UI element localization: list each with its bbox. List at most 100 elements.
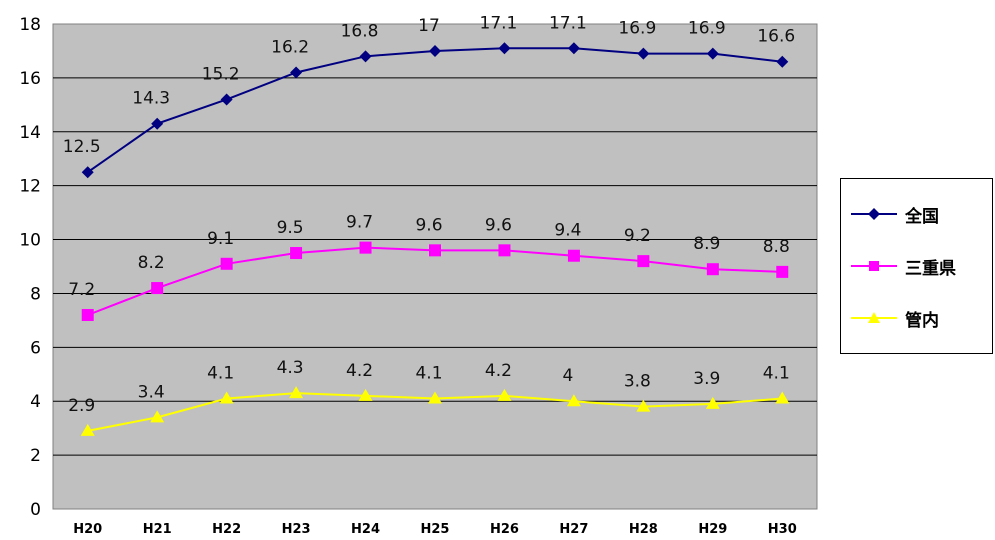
data-point bbox=[80, 423, 95, 436]
data-label: 4.1 bbox=[415, 364, 442, 384]
data-point bbox=[358, 388, 373, 401]
data-point bbox=[150, 410, 165, 423]
data-label: 16.8 bbox=[341, 21, 379, 41]
legend-label: 管内 bbox=[905, 310, 939, 331]
data-point bbox=[81, 166, 94, 179]
y-tick-label: 12 bbox=[19, 177, 41, 197]
x-tick-label: H24 bbox=[351, 522, 380, 537]
legend-item-mie: 三重県 bbox=[841, 251, 956, 281]
data-point bbox=[498, 42, 511, 55]
data-point bbox=[776, 265, 789, 278]
data-label: 3.8 bbox=[624, 372, 651, 392]
legend-item-kannai: 管内 bbox=[841, 303, 939, 333]
data-label: 12.5 bbox=[63, 137, 101, 157]
x-axis: H20 H21 H22 H23 H24 H25 H26 H27 H28 H29 H30 bbox=[73, 522, 797, 537]
data-label: 14.3 bbox=[132, 89, 170, 109]
data-point bbox=[290, 247, 303, 260]
data-label: 16.9 bbox=[688, 19, 726, 39]
x-tick-label: H30 bbox=[768, 522, 797, 537]
gridlines bbox=[53, 77, 817, 456]
square-marker-icon bbox=[851, 261, 897, 271]
triangle-marker-icon bbox=[851, 312, 897, 323]
data-point bbox=[706, 47, 719, 60]
data-label: 9.7 bbox=[346, 213, 373, 233]
x-tick-label: H22 bbox=[212, 522, 241, 537]
legend: 全国 三重県 管内 bbox=[840, 178, 993, 354]
data-label: 8.8 bbox=[763, 237, 790, 257]
data-label: 4.3 bbox=[277, 358, 304, 378]
data-point bbox=[706, 263, 719, 276]
data-label: 17.1 bbox=[549, 13, 587, 33]
data-label: 17 bbox=[418, 16, 440, 36]
data-label: 3.9 bbox=[693, 369, 720, 389]
data-point bbox=[637, 255, 650, 268]
data-label: 8.2 bbox=[138, 253, 165, 273]
x-tick-label: H26 bbox=[490, 522, 519, 537]
x-tick-label: H29 bbox=[698, 522, 727, 537]
y-tick-label: 14 bbox=[19, 123, 41, 143]
x-tick-label: H25 bbox=[421, 522, 450, 537]
data-label: 9.2 bbox=[624, 226, 651, 246]
data-point bbox=[289, 386, 304, 399]
data-point bbox=[776, 55, 789, 68]
data-label: 8.9 bbox=[693, 234, 720, 254]
legend-item-zenkoku: 全国 bbox=[841, 199, 939, 229]
y-tick-label: 6 bbox=[30, 338, 41, 358]
data-point bbox=[428, 391, 442, 404]
data-point bbox=[566, 394, 581, 407]
data-point bbox=[705, 396, 720, 409]
data-point bbox=[81, 309, 94, 321]
y-tick-label: 4 bbox=[30, 392, 41, 412]
data-point bbox=[775, 391, 790, 404]
data-point bbox=[290, 66, 303, 79]
data-label: 4.2 bbox=[346, 361, 373, 381]
data-label: 2.9 bbox=[68, 396, 95, 416]
data-point bbox=[429, 244, 441, 257]
data-label: 3.4 bbox=[138, 382, 165, 402]
series-group bbox=[80, 42, 790, 436]
data-point bbox=[497, 388, 512, 401]
y-tick-label: 18 bbox=[19, 15, 41, 35]
data-label: 9.4 bbox=[554, 221, 581, 241]
x-tick-label: H20 bbox=[73, 522, 102, 537]
data-label: 4.2 bbox=[485, 361, 512, 381]
data-point bbox=[567, 249, 580, 262]
data-label: 16.9 bbox=[618, 19, 656, 39]
x-tick-label: H23 bbox=[282, 522, 311, 537]
data-point bbox=[220, 257, 233, 270]
x-tick-label: H21 bbox=[143, 522, 172, 537]
data-labels: 12.5 14.3 15.2 16.2 16.8 17 17.1 17.1 16.9 16.9 16… bbox=[63, 13, 795, 416]
data-label: 15.2 bbox=[202, 64, 240, 84]
y-tick-label: 0 bbox=[30, 500, 41, 520]
data-label: 4.1 bbox=[207, 364, 234, 384]
x-tick-label: H28 bbox=[629, 522, 658, 537]
y-axis: 0 2 4 6 8 10 12 14 16 18 bbox=[19, 15, 41, 520]
data-label: 7.2 bbox=[68, 280, 95, 300]
x-tick-label: H27 bbox=[559, 522, 588, 537]
data-point bbox=[220, 93, 233, 106]
data-point bbox=[636, 399, 651, 412]
diamond-marker-icon bbox=[851, 208, 897, 220]
data-point bbox=[637, 47, 650, 60]
legend-label: 全国 bbox=[905, 206, 939, 227]
data-label: 9.1 bbox=[207, 229, 234, 249]
data-point bbox=[359, 241, 372, 254]
y-tick-label: 2 bbox=[30, 446, 41, 466]
data-label: 9.6 bbox=[485, 215, 512, 235]
data-point bbox=[219, 391, 234, 404]
data-point bbox=[498, 244, 511, 257]
data-label: 17.1 bbox=[480, 13, 518, 33]
legend-label: 三重県 bbox=[905, 258, 956, 279]
y-tick-label: 10 bbox=[19, 231, 41, 251]
y-tick-label: 16 bbox=[19, 69, 41, 89]
data-point bbox=[151, 117, 164, 130]
data-point bbox=[429, 44, 441, 57]
data-point bbox=[151, 282, 164, 295]
y-tick-label: 8 bbox=[30, 284, 41, 304]
data-label: 16.6 bbox=[757, 27, 795, 47]
data-label: 9.6 bbox=[415, 215, 442, 235]
data-point bbox=[567, 42, 580, 55]
data-point bbox=[359, 50, 372, 63]
data-label: 9.5 bbox=[277, 218, 304, 238]
